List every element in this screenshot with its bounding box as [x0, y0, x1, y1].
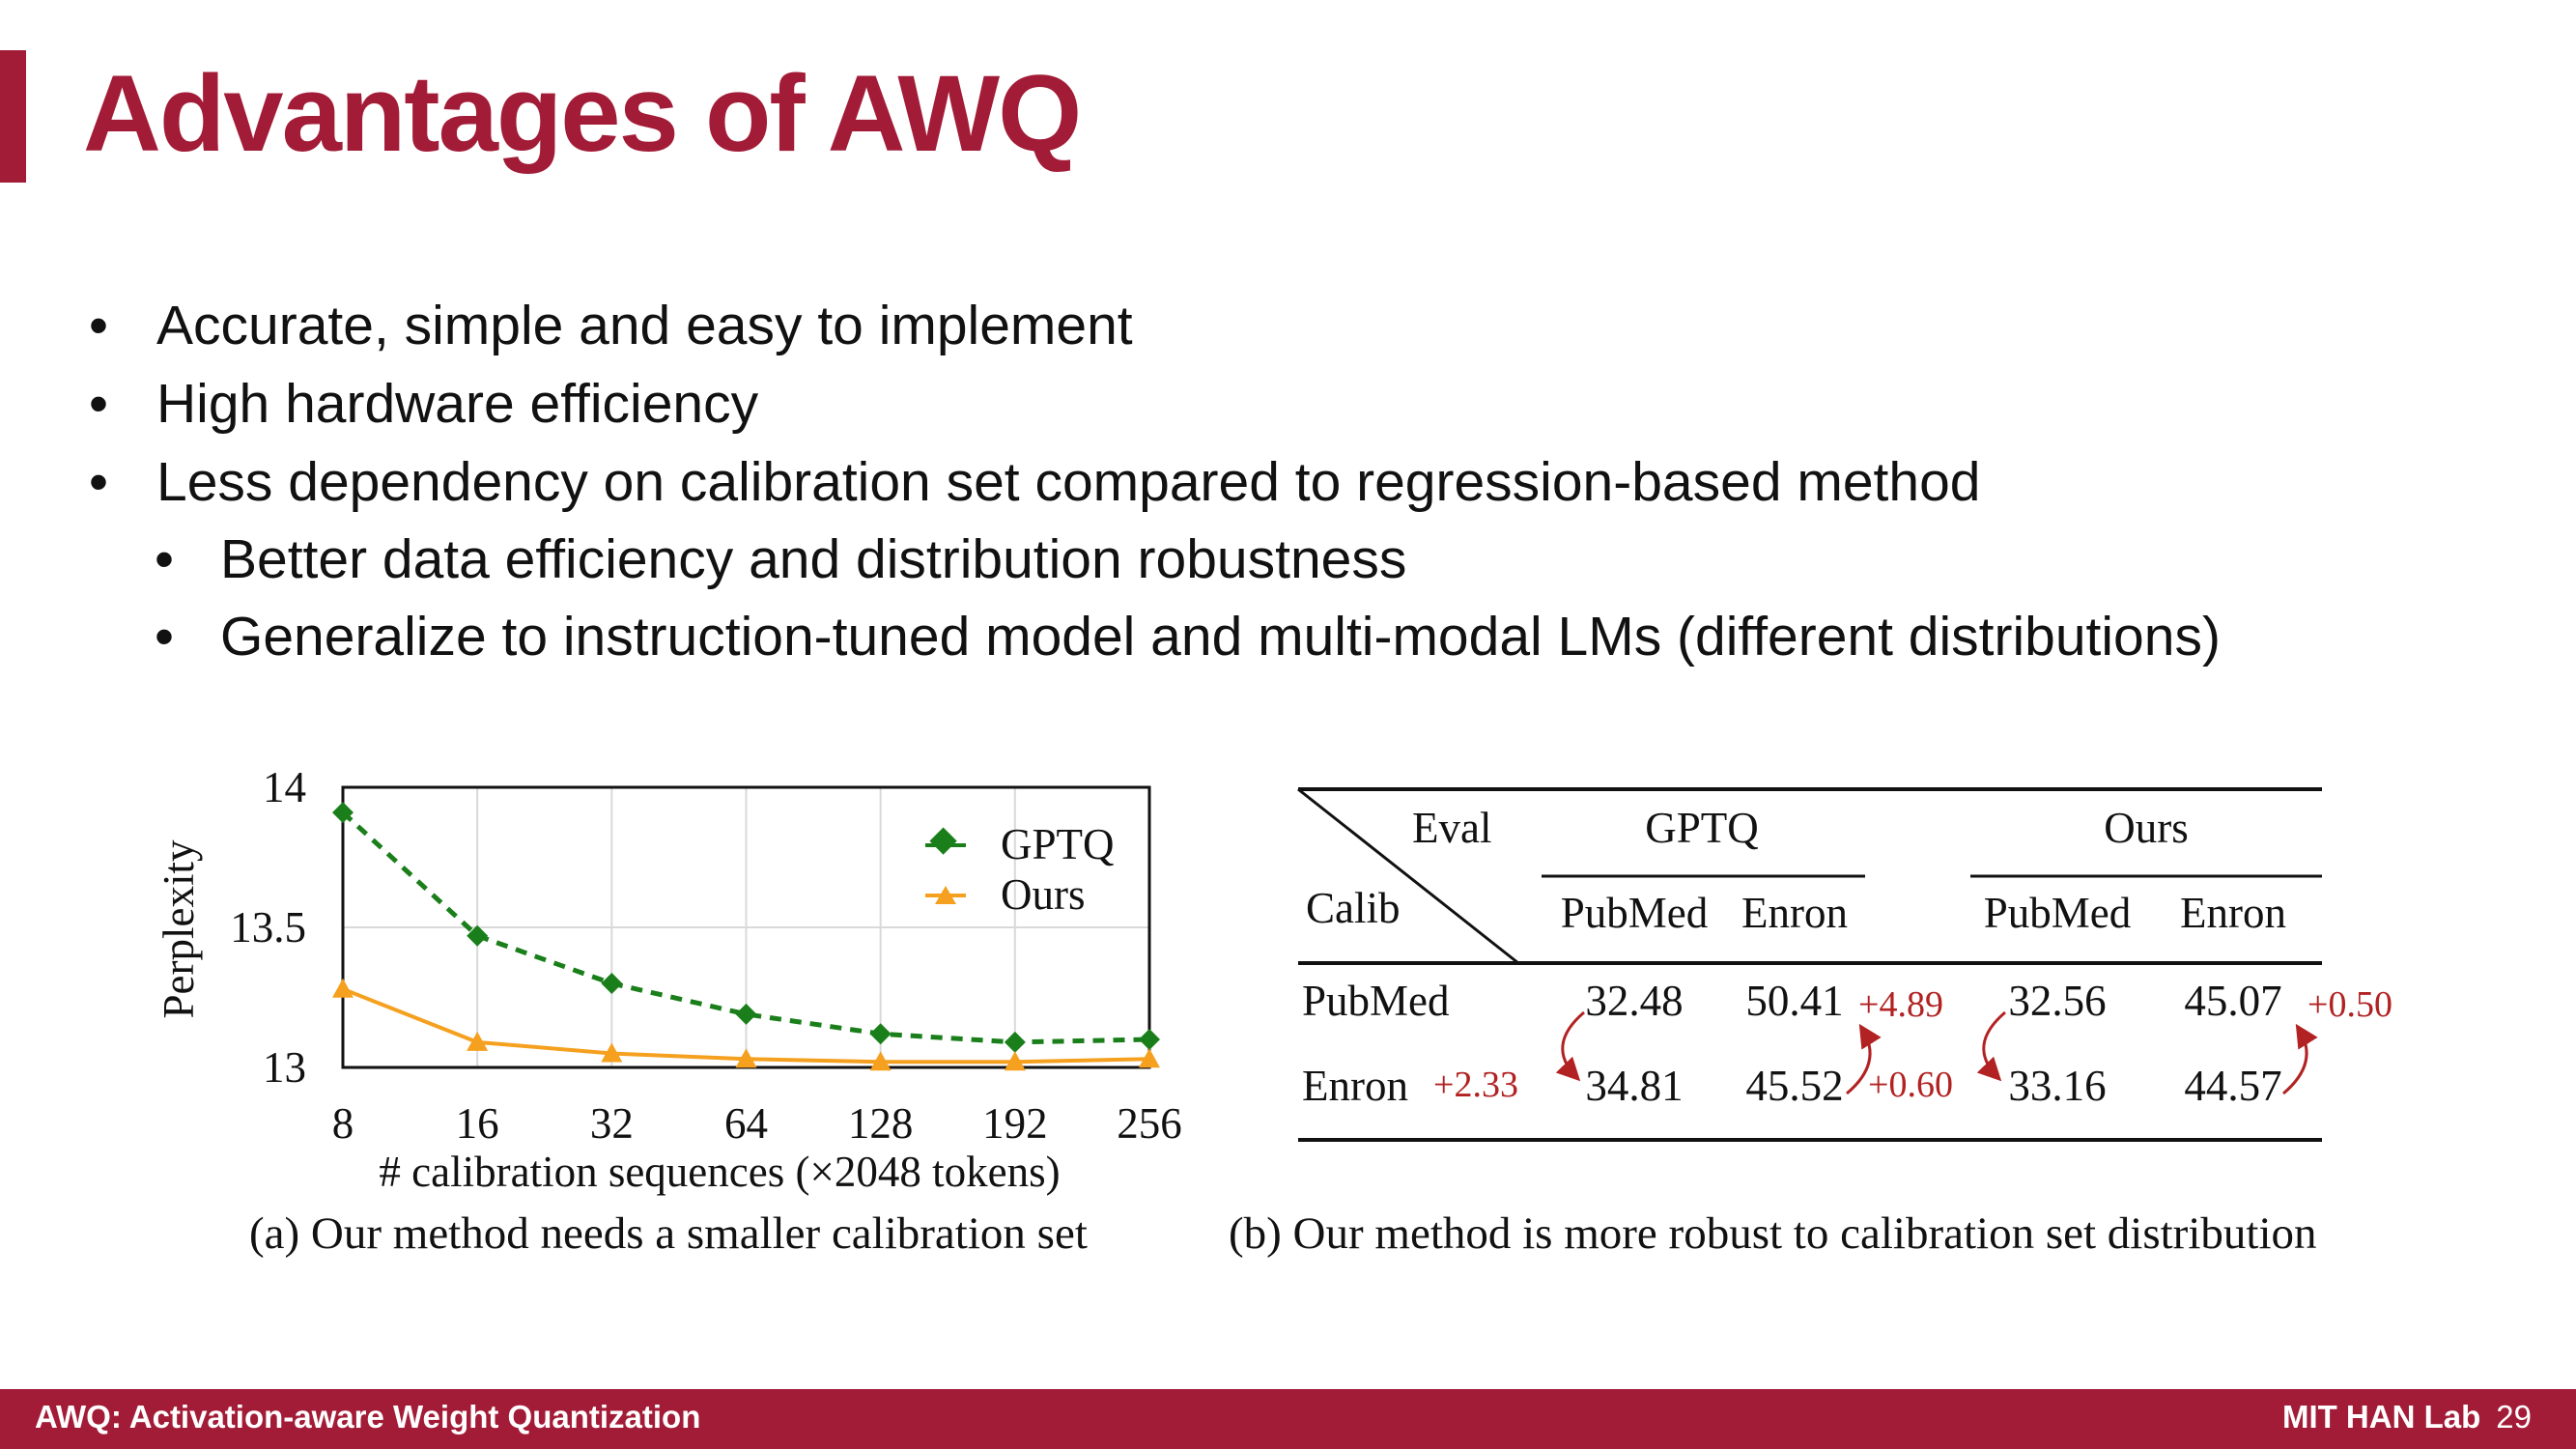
footer-lab: MIT HAN Lab: [2281, 1399, 2481, 1435]
delta-label: +0.60: [1868, 1065, 1953, 1105]
legend-marker-ours: [935, 886, 956, 904]
col-header: Enron: [1741, 889, 1848, 937]
footer-bar: AWQ: Activation-aware Weight Quantizatio…: [0, 1389, 2576, 1449]
delta-arrow: [2282, 1023, 2318, 1095]
col-header: PubMed: [1561, 889, 1709, 937]
sub-bullet-item: • Generalize to instruction-tuned model …: [155, 603, 2221, 670]
delta-arrow: [1846, 1023, 1882, 1095]
x-tick-label: 192: [982, 1099, 1048, 1148]
data-point-ours: [601, 1042, 623, 1063]
bullet-dot: •: [155, 528, 174, 590]
y-tick-label: 13.5: [230, 903, 306, 952]
data-point-ours: [869, 1051, 892, 1071]
col-header: Enron: [2180, 889, 2286, 937]
col-header: PubMed: [1984, 889, 2132, 937]
calibration-robustness-table: Eval Calib GPTQ Ours PubMed Enron PubMed…: [1297, 787, 2392, 1142]
x-axis-label: # calibration sequences (×2048 tokens): [379, 1148, 1060, 1196]
x-tick-label: 16: [456, 1099, 499, 1148]
x-tick-label: 32: [590, 1099, 634, 1148]
legend-marker-gptq: [929, 827, 957, 855]
bullet-item: • Accurate, simple and easy to implement: [89, 292, 1133, 359]
bullet-text: High hardware efficiency: [156, 373, 759, 435]
legend-label-gptq: GPTQ: [1001, 820, 1115, 868]
legend-label-ours: Ours: [1001, 870, 1086, 919]
footer-title: AWQ: Activation-aware Weight Quantizatio…: [35, 1399, 701, 1435]
x-tick-labels: 8 16 32 64 128 192 256: [332, 1099, 1182, 1148]
row-label: PubMed: [1302, 977, 1450, 1025]
bullet-text: Accurate, simple and easy to implement: [156, 295, 1133, 356]
chart-caption-b: (b) Our method is more robust to calibra…: [1229, 1208, 2317, 1259]
chart-caption-a: (a) Our method needs a smaller calibrati…: [249, 1208, 1088, 1259]
y-tick-labels: 14 13.5 13: [230, 763, 306, 1092]
delta-arrow: [1976, 1010, 2006, 1082]
delta-arrow: [1555, 1010, 1585, 1082]
bullet-text: Less dependency on calibration set compa…: [156, 451, 1981, 513]
data-point-gptq: [1139, 1029, 1160, 1050]
table-cell: 32.48: [1585, 977, 1683, 1025]
x-tick-label: 256: [1117, 1099, 1182, 1148]
corner-diagonal: [1297, 787, 1519, 965]
x-tick-label: 64: [724, 1099, 768, 1148]
footer-right: MIT HAN Lab 29: [2282, 1399, 2532, 1435]
data-point-gptq: [735, 1003, 757, 1025]
x-tick-label: 128: [848, 1099, 914, 1148]
y-axis-label: Perplexity: [155, 839, 203, 1018]
sub-bullet-text: Better data efficiency and distribution …: [220, 528, 1407, 590]
x-tick-label: 8: [332, 1099, 354, 1148]
table-cell: 33.16: [2008, 1062, 2106, 1110]
bullet-dot: •: [89, 373, 108, 435]
y-tick-label: 14: [263, 763, 306, 811]
chart-series: [332, 802, 1160, 1071]
corner-eval-label: Eval: [1412, 804, 1491, 852]
legend: GPTQ Ours: [925, 820, 1115, 919]
page-number: 29: [2496, 1399, 2532, 1435]
table-cell: 45.52: [1745, 1062, 1843, 1110]
sub-bullet-text: Generalize to instruction-tuned model an…: [220, 606, 2221, 668]
data-point-ours: [332, 978, 354, 998]
data-point-ours: [1139, 1048, 1160, 1068]
title-accent-bar: [0, 50, 26, 183]
data-point-gptq: [332, 802, 354, 824]
bullet-dot: •: [89, 451, 108, 513]
row-label: Enron: [1302, 1062, 1408, 1110]
table-cell: 32.56: [2008, 977, 2106, 1025]
corner-calib-label: Calib: [1306, 884, 1401, 932]
data-point-gptq: [869, 1023, 892, 1045]
delta-label: +2.33: [1433, 1065, 1518, 1105]
data-point-ours: [467, 1031, 489, 1051]
delta-label: +4.89: [1858, 984, 1943, 1025]
data-point-gptq: [1004, 1031, 1026, 1053]
calibration-line-chart: 14 13.5 13 8 16 32 64 128 192 256 Perplexity # c…: [155, 763, 1182, 1196]
group-header-gptq: GPTQ: [1645, 804, 1759, 852]
delta-label: +0.50: [2307, 984, 2392, 1025]
table-cell: 45.07: [2184, 977, 2281, 1025]
table-cell: 34.81: [1585, 1062, 1683, 1110]
sub-bullet-item: • Better data efficiency and distributio…: [155, 526, 1407, 593]
table-cell: 44.57: [2184, 1062, 2281, 1110]
bullet-dot: •: [155, 606, 174, 668]
bullet-item: • High hardware efficiency: [89, 370, 759, 438]
data-point-ours: [735, 1048, 757, 1068]
data-point-gptq: [467, 924, 489, 947]
data-point-gptq: [601, 973, 623, 994]
bullet-dot: •: [89, 295, 108, 356]
data-point-ours: [1004, 1051, 1026, 1071]
bullet-item: • Less dependency on calibration set com…: [89, 448, 1981, 516]
table-cell: 50.41: [1745, 977, 1843, 1025]
y-tick-label: 13: [263, 1043, 306, 1092]
slide-title: Advantages of AWQ: [83, 53, 1082, 174]
group-header-ours: Ours: [2104, 804, 2189, 852]
